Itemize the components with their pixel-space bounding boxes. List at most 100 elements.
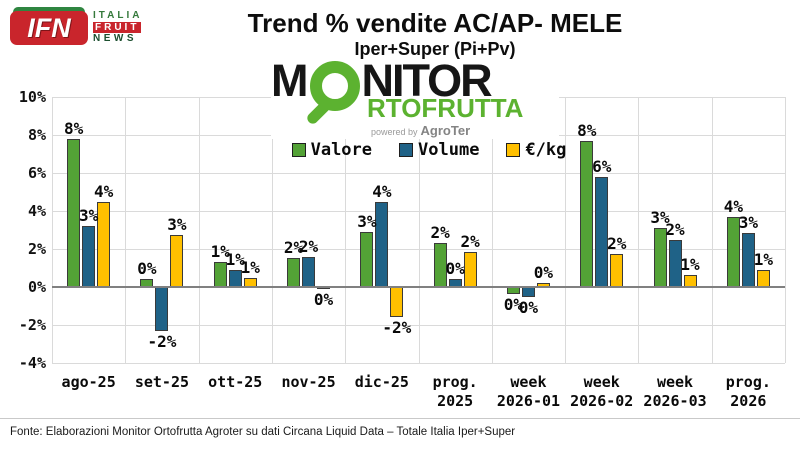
ifn-badge-red-plate: IFN [10,11,88,45]
x-axis-label: week 2026-01 [496,373,561,410]
bar-value-label: 0% [518,297,539,317]
v-gridline [491,97,493,363]
ifn-word-news: NEWS [93,33,137,44]
bar-value-label: 1% [225,249,245,269]
y-axis-tick: -4% [18,354,46,372]
x-axis-label: prog. 2026 [725,373,771,410]
bar-value-label: 1% [753,249,773,269]
bar-volume [595,176,609,287]
bar-value-label: 3% [650,208,670,228]
bar-value-label: 2% [283,237,304,257]
zero-axis-line [52,286,785,288]
page-subtitle: Iper+Super (Pi+Pv) [354,39,516,59]
x-axis-label: prog. 2025 [432,373,478,410]
bar-value-label: 2% [460,231,480,251]
bar-value-label: 3% [357,211,377,231]
bar-value-label: 0% [503,294,524,314]
ifn-badge-text: IFN [27,12,71,43]
chart-legend: Valore Volume €/kg [0,140,800,160]
h-gridline [52,363,785,364]
monitor-letters-nitor: NITOR [361,55,493,106]
bar-valore [360,231,374,287]
y-axis-tick: 2% [27,240,46,258]
bar-kg [390,287,404,318]
x-axis-label: ott-25 [208,373,263,391]
legend-item-kg: €/kg [506,140,566,160]
bar-value-label: 4% [372,182,392,202]
bar-value-label: 2% [430,223,450,243]
bar-valore [287,257,301,287]
y-axis-tick: 10% [18,88,46,106]
v-gridline [418,97,420,363]
v-gridline [565,97,567,363]
bar-value-label: 2% [298,236,319,256]
monitor-wordmark-row: M NITOR [271,55,493,111]
legend-item-volume: Volume [399,140,479,160]
legend-label: Volume [418,140,480,160]
ifn-wordmark: ITALIA FRUIT NEWS [93,10,142,44]
bar-volume [155,287,169,331]
monitor-letter-m: M [271,55,308,106]
x-axis-label: week 2026-03 [643,373,707,410]
bar-kg [756,269,770,287]
powered-by-text: powered by [371,127,418,137]
bar-kg [610,253,624,287]
legend-swatch [291,143,306,157]
bar-value-label: 8% [577,120,597,140]
ifn-badge: IFN [10,7,88,45]
v-gridline [271,97,273,363]
v-gridline [198,97,200,363]
bar-value-label: 2% [607,233,627,253]
legend-label: €/kg [525,140,567,160]
bar-kg [170,234,184,287]
x-axis-label: nov-25 [281,373,336,391]
v-gridline [52,97,53,363]
v-gridline [125,97,127,363]
bar-volume [82,226,96,287]
y-axis-tick: -2% [18,316,46,334]
bar-value-label: 1% [680,254,700,274]
legend-item-valore: Valore [291,140,373,160]
bar-value-label: 4% [723,196,743,216]
v-gridline [638,97,640,363]
footer-divider [0,418,800,419]
ifn-word-fruit: FRUIT [93,21,142,33]
bar-value-label: -2% [147,331,177,351]
bar-value-label: 4% [94,182,114,202]
y-axis-tick: 0% [27,278,46,296]
bar-value-label: 0% [313,290,334,309]
y-axis-tick: 8% [27,126,46,144]
bar-value-label: 0% [137,259,157,279]
bar-volume [302,256,316,287]
legend-swatch [506,143,521,157]
legend-swatch [399,143,414,157]
bar-value-label: 8% [64,118,84,138]
ifn-word-italia: ITALIA [93,10,143,21]
bar-value-label: 3% [79,206,99,226]
y-axis-tick: 4% [27,202,46,220]
bar-value-label: 3% [167,214,187,234]
x-axis-label: dic-25 [354,373,409,391]
bar-value-label: 0% [533,263,554,283]
bar-value-label: 6% [592,156,612,176]
bar-value-label: 2% [665,219,685,239]
x-axis-label: week 2026-02 [570,373,634,410]
bar-value-label: 0% [445,259,465,279]
powered-by-line: powered by AgroTer [371,123,470,138]
v-gridline [785,97,786,363]
magnifier-icon [309,61,360,111]
v-gridline [345,97,347,363]
x-axis-label: ago-25 [61,373,116,391]
bar-value-label: 3% [738,212,758,232]
bar-value-label: 1% [210,242,230,262]
page-title: Trend % vendite AC/AP- MELE [247,8,623,38]
bar-value-label: 1% [240,257,260,277]
x-axis-label: set-25 [134,373,190,391]
monitor-ortofrutta-logo: M NITOR RTOFRUTTA powered by AgroTer [271,55,559,139]
bar-value-label: -2% [382,318,412,338]
source-note: Fonte: Elaborazioni Monitor Ortofrutta A… [10,426,516,438]
ortofrutta-wordmark: RTOFRUTTA [367,93,524,123]
legend-label: Valore [310,140,373,160]
agroter-wordmark: AgroTer [420,123,471,138]
y-axis-tick: 6% [27,164,46,182]
